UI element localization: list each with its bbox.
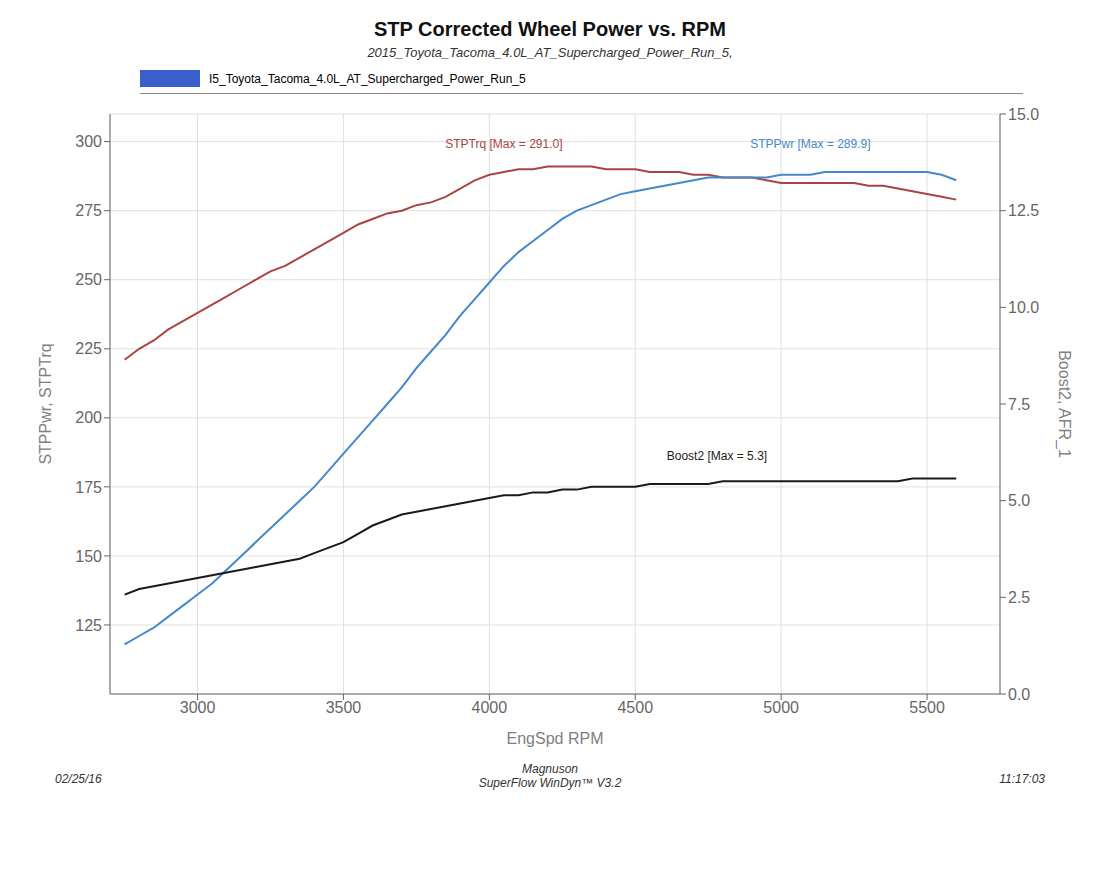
svg-text:175: 175 — [75, 479, 102, 496]
svg-text:5500: 5500 — [909, 699, 945, 716]
svg-text:7.5: 7.5 — [1008, 396, 1030, 413]
svg-text:STPPwr [Max = 289.9]: STPPwr [Max = 289.9] — [750, 137, 870, 151]
svg-text:STPPwr, STPTrq: STPPwr, STPTrq — [37, 343, 54, 464]
svg-text:2.5: 2.5 — [1008, 589, 1030, 606]
svg-text:STPTrq [Max = 291.0]: STPTrq [Max = 291.0] — [445, 137, 562, 151]
svg-text:15.0: 15.0 — [1008, 106, 1039, 123]
svg-text:3500: 3500 — [326, 699, 362, 716]
svg-text:4500: 4500 — [617, 699, 653, 716]
html-text:SuperFlow WinDyn™ V3.2: SuperFlow WinDyn™ V3.2 — [478, 776, 622, 790]
svg-text:125: 125 — [75, 617, 102, 634]
svg-text:200: 200 — [75, 409, 102, 426]
html-text:I5_Toyota_Tacoma_4.0L_AT_Super: I5_Toyota_Tacoma_4.0L_AT_Supercharged_Po… — [209, 71, 526, 86]
svg-text:Boost2, AFR_1: Boost2, AFR_1 — [1055, 350, 1073, 458]
svg-text:12.5: 12.5 — [1008, 202, 1039, 219]
svg-text:EngSpd RPM: EngSpd RPM — [507, 730, 604, 747]
svg-text:5000: 5000 — [763, 699, 799, 716]
svg-text:4000: 4000 — [472, 699, 508, 716]
svg-text:225: 225 — [75, 340, 102, 357]
html-text:Magnuson: Magnuson — [522, 762, 578, 776]
html-text:STP Corrected Wheel Power vs.: STP Corrected Wheel Power vs. RPM — [374, 18, 726, 40]
html-text:11:17:03: 11:17:03 — [999, 772, 1045, 786]
svg-text:250: 250 — [75, 271, 102, 288]
svg-text:5.0: 5.0 — [1008, 492, 1030, 509]
svg-text:300: 300 — [75, 133, 102, 150]
svg-text:3000: 3000 — [180, 699, 216, 716]
html-text:02/25/16: 02/25/16 — [55, 772, 102, 786]
svg-text:275: 275 — [75, 202, 102, 219]
svg-text:10.0: 10.0 — [1008, 299, 1039, 316]
html-text:2015_Toyota_Tacoma_4.0L_AT_Sup: 2015_Toyota_Tacoma_4.0L_AT_Supercharged_… — [367, 45, 733, 60]
svg-text:0.0: 0.0 — [1008, 686, 1030, 703]
svg-text:150: 150 — [75, 548, 102, 565]
svg-text:Boost2 [Max = 5.3]: Boost2 [Max = 5.3] — [667, 449, 767, 463]
